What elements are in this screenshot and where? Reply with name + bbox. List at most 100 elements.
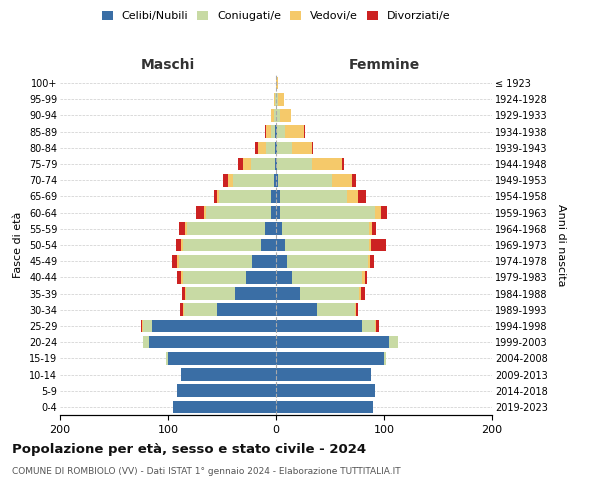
- Bar: [181, 271, 183, 283]
- Bar: [152, 320, 276, 332]
- Bar: [276, 384, 376, 397]
- Bar: [181, 368, 276, 381]
- Bar: [271, 190, 276, 202]
- Bar: [342, 158, 344, 170]
- Bar: [206, 206, 271, 219]
- Bar: [172, 255, 176, 268]
- Bar: [276, 93, 278, 106]
- Bar: [176, 238, 181, 252]
- Bar: [370, 255, 374, 268]
- Bar: [280, 206, 376, 219]
- Bar: [347, 190, 358, 202]
- Bar: [292, 271, 362, 283]
- Bar: [265, 222, 276, 235]
- Bar: [176, 255, 179, 268]
- Bar: [317, 304, 355, 316]
- Bar: [278, 174, 332, 186]
- Bar: [277, 126, 284, 138]
- Bar: [252, 255, 276, 268]
- Bar: [275, 93, 276, 106]
- Bar: [278, 93, 284, 106]
- Bar: [203, 206, 206, 219]
- Bar: [276, 142, 277, 154]
- Text: Femmine: Femmine: [349, 58, 419, 72]
- Bar: [276, 109, 280, 122]
- Legend: Celibi/Nubili, Coniugati/e, Vedovi/e, Divorziati/e: Celibi/Nubili, Coniugati/e, Vedovi/e, Di…: [101, 10, 451, 21]
- Bar: [284, 126, 304, 138]
- Bar: [274, 93, 275, 106]
- Bar: [143, 320, 152, 332]
- Bar: [271, 109, 274, 122]
- Text: Popolazione per età, sesso e stato civile - 2024: Popolazione per età, sesso e stato civil…: [12, 442, 366, 456]
- Bar: [143, 336, 149, 348]
- Bar: [369, 238, 371, 252]
- Bar: [251, 158, 275, 170]
- Bar: [276, 400, 373, 413]
- Bar: [376, 320, 379, 332]
- Bar: [166, 352, 168, 364]
- Bar: [276, 126, 277, 138]
- Bar: [280, 190, 347, 202]
- Bar: [266, 142, 275, 154]
- Bar: [365, 271, 367, 283]
- Bar: [196, 206, 203, 219]
- Bar: [168, 352, 276, 364]
- Bar: [362, 271, 365, 283]
- Bar: [265, 126, 266, 138]
- Bar: [182, 288, 185, 300]
- Text: COMUNE DI ROMBIOLO (VV) - Dati ISTAT 1° gennaio 2024 - Elaborazione TUTTITALIA.I: COMUNE DI ROMBIOLO (VV) - Dati ISTAT 1° …: [12, 468, 401, 476]
- Text: Maschi: Maschi: [141, 58, 195, 72]
- Bar: [246, 271, 276, 283]
- Bar: [311, 142, 313, 154]
- Bar: [287, 255, 368, 268]
- Bar: [179, 222, 185, 235]
- Bar: [219, 190, 271, 202]
- Bar: [274, 174, 276, 186]
- Bar: [292, 142, 311, 154]
- Bar: [276, 238, 284, 252]
- Bar: [184, 304, 217, 316]
- Bar: [358, 190, 365, 202]
- Bar: [276, 206, 280, 219]
- Bar: [181, 238, 183, 252]
- Bar: [381, 206, 387, 219]
- Bar: [355, 304, 356, 316]
- Bar: [276, 352, 384, 364]
- Bar: [276, 255, 287, 268]
- Bar: [284, 238, 369, 252]
- Bar: [217, 190, 219, 202]
- Bar: [277, 158, 311, 170]
- Bar: [276, 304, 317, 316]
- Bar: [276, 77, 278, 90]
- Bar: [371, 238, 386, 252]
- Bar: [238, 158, 242, 170]
- Bar: [214, 190, 217, 202]
- Bar: [217, 304, 276, 316]
- Bar: [300, 288, 359, 300]
- Bar: [361, 288, 365, 300]
- Bar: [376, 206, 381, 219]
- Bar: [183, 271, 246, 283]
- Bar: [359, 288, 361, 300]
- Bar: [276, 336, 389, 348]
- Bar: [275, 126, 276, 138]
- Bar: [275, 158, 276, 170]
- Bar: [276, 158, 277, 170]
- Bar: [185, 288, 187, 300]
- Bar: [277, 142, 292, 154]
- Bar: [384, 352, 386, 364]
- Bar: [372, 222, 376, 235]
- Bar: [362, 320, 376, 332]
- Y-axis label: Fasce di età: Fasce di età: [13, 212, 23, 278]
- Bar: [173, 400, 276, 413]
- Bar: [275, 142, 276, 154]
- Bar: [276, 222, 283, 235]
- Bar: [311, 158, 342, 170]
- Bar: [233, 174, 274, 186]
- Bar: [369, 222, 372, 235]
- Bar: [276, 288, 300, 300]
- Bar: [180, 304, 183, 316]
- Y-axis label: Anni di nascita: Anni di nascita: [556, 204, 566, 286]
- Bar: [176, 384, 276, 397]
- Bar: [141, 320, 142, 332]
